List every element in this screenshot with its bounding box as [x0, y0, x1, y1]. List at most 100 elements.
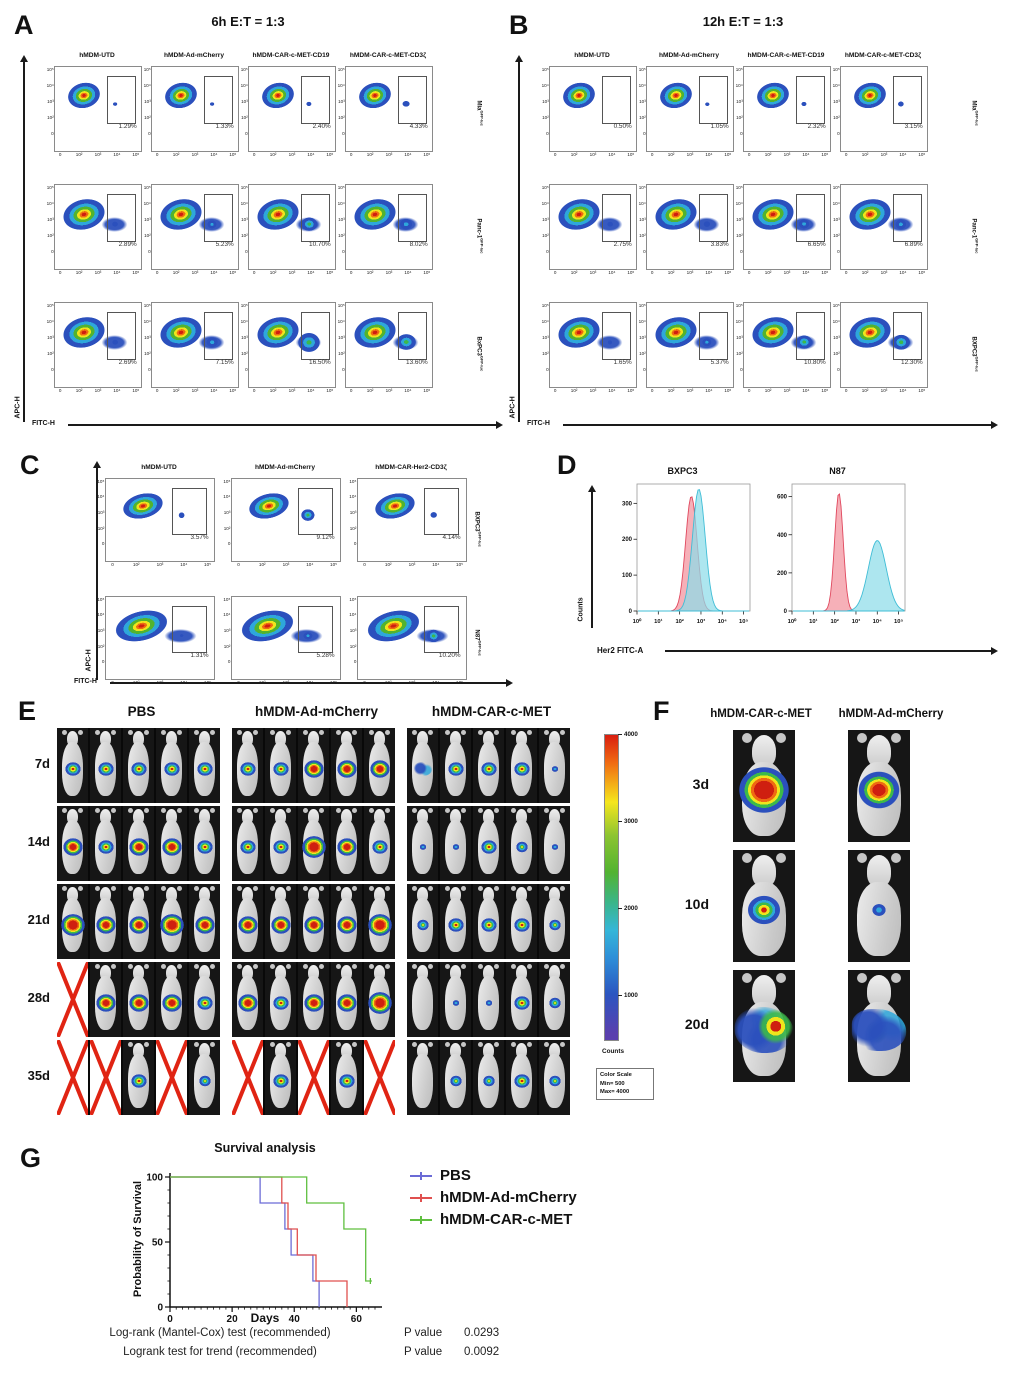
mouse-ear [412, 730, 417, 735]
gate-rectangle [301, 76, 331, 125]
axis-tick-label: 10³ [542, 216, 549, 222]
bioluminescence-signal [237, 993, 258, 1012]
axis-tick-label: 10² [132, 562, 140, 568]
flow-y-axis-arrow [515, 55, 522, 422]
axis-tick-label: 10³ [833, 98, 840, 104]
axis-tick-label: 10⁴ [240, 82, 248, 88]
color-scale-tick-label: 3000 [624, 818, 638, 826]
axis-tick-label: 10³ [288, 388, 296, 394]
mouse-image [90, 728, 121, 803]
gate-rectangle [423, 488, 460, 536]
gate-rectangle [602, 194, 632, 243]
mouse-head [166, 887, 177, 902]
mouse-head [549, 887, 560, 902]
timepoint-label: 14d [27, 834, 50, 849]
mouse-head [199, 887, 210, 902]
mouse-ear [128, 886, 133, 891]
y-tick-label: 300 [622, 501, 633, 507]
mouse-ear [319, 886, 324, 891]
mouse-ear [144, 730, 149, 735]
survival-legend: PBS hMDM-Ad-mCherry hMDM-CAR-c-MET [410, 1167, 577, 1228]
stats-test-name: Logrank test for trend (recommended) [123, 1346, 317, 1358]
bioluminescence-signal [161, 837, 182, 856]
axis-tick-label: 10⁴ [638, 200, 646, 206]
mouse-image [57, 1040, 88, 1115]
bioluminescence-signal [513, 1073, 530, 1088]
mouse-ear [336, 730, 341, 735]
legend-label: hMDM-Ad-mCherry [440, 1189, 577, 1206]
gate-rectangle [301, 312, 331, 361]
axis-tick-label: 10² [97, 643, 105, 649]
mouse-head [341, 731, 352, 746]
axis-tick-label: 0 [237, 680, 240, 686]
bioluminescence-signal [97, 761, 114, 776]
bioluminescence-signal [548, 996, 561, 1009]
mouse-ear [544, 886, 549, 891]
axis-tick-label: 10² [172, 152, 180, 158]
mouse-image [265, 962, 296, 1037]
mouse-head [133, 809, 144, 824]
mouse-image [90, 1040, 121, 1115]
density-blob [352, 75, 399, 115]
mouse-body [412, 1054, 433, 1108]
mouse-ear [336, 886, 341, 891]
mouse-ear [237, 730, 242, 735]
mouse-ear [412, 964, 417, 969]
mouse-ear [352, 808, 357, 813]
flow-plot: 10⁵ 10⁴ 10³ 10² 0 0 10² 10³ 10⁴ 10⁵ 10.70% [241, 184, 336, 275]
axis-tick-label: 10³ [880, 388, 888, 394]
mouse-head [483, 887, 494, 902]
flow-plot-area: 5.37% [647, 303, 733, 387]
histogram-plot: 300 200 100 0 10⁰ 10¹ 10² 10³ 10⁴ 10⁵ [615, 476, 755, 641]
mouse-image [364, 728, 395, 803]
mouse-ear [385, 808, 390, 813]
bioluminescence-signal [128, 993, 149, 1012]
mouse-image [539, 962, 570, 1037]
axis-tick-label: 0 [237, 562, 240, 568]
gate-rectangle [171, 488, 208, 536]
axis-tick-label: 10⁴ [223, 494, 231, 500]
mouse-ear [177, 964, 182, 969]
axis-tick-label: 10² [570, 270, 578, 276]
mouse-ear [478, 886, 483, 891]
mouse-ear [412, 886, 417, 891]
axis-tick-label: 10⁴ [210, 388, 218, 394]
gate-rectangle [297, 606, 334, 654]
axis-tick-label: 10⁴ [337, 200, 345, 206]
axis-tick-label: 10² [258, 562, 266, 568]
mouse-group [407, 1040, 570, 1115]
mouse-ear [286, 1042, 291, 1047]
mouse-ear [494, 886, 499, 891]
mouse-ear [560, 808, 565, 813]
mouse-head [166, 965, 177, 980]
axis-tick-label: 10⁴ [735, 82, 743, 88]
timepoint-label: 7d [34, 756, 50, 771]
axis-tick-label: 10³ [349, 627, 357, 633]
axis-tick-label: 10⁴ [638, 82, 646, 88]
gate-rectangle [602, 312, 632, 361]
axis-tick-label: 10³ [589, 270, 597, 276]
mouse-image [123, 1040, 154, 1115]
mouse-group [232, 1040, 395, 1115]
mouse-image [156, 806, 187, 881]
mouse-ear [742, 733, 752, 743]
axis-tick-label: 10⁴ [608, 152, 616, 158]
flow-column-header: hMDM-CAR-c-MET-CD3ζ [844, 52, 922, 59]
color-scale-box-line: Color Scale [600, 1072, 632, 1078]
mouse-head [450, 1043, 461, 1058]
axis-tick-label: 10⁴ [307, 152, 315, 158]
gate-rectangle [398, 312, 428, 361]
bioluminescence-signal [194, 915, 215, 934]
mouse-ear [319, 808, 324, 813]
axis-tick-label: 10⁴ [143, 82, 151, 88]
bioluminescence-signal [161, 993, 182, 1012]
axis-tick-label: 10³ [47, 334, 54, 340]
bioluminescence-signal [303, 915, 324, 934]
mouse-head [308, 887, 319, 902]
axis-tick-label: 0 [363, 680, 366, 686]
axis-tick-label: 0 [546, 248, 549, 254]
axis-tick-label: 10⁴ [143, 200, 151, 206]
density-satellite [401, 99, 412, 109]
axis-tick-label: 0 [844, 388, 848, 394]
flow-plot: 10⁵ 10⁴ 10³ 10² 0 0 10² 10³ 10⁴ 10⁵ 9.12% [223, 478, 341, 567]
